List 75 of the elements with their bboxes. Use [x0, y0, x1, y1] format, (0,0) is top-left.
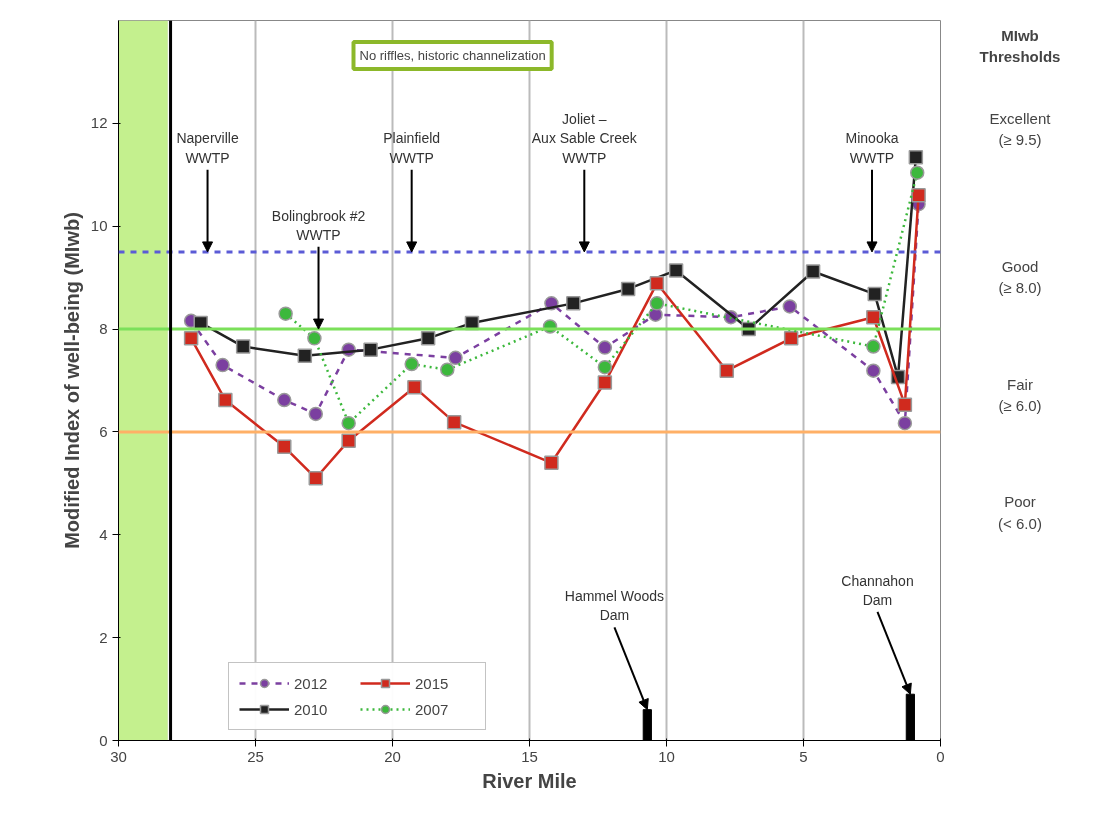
x-tick-label: 20: [384, 747, 401, 765]
point: [215, 357, 230, 373]
point: [218, 392, 233, 408]
point: [867, 286, 882, 302]
annotation: Minooka WWTP: [845, 130, 899, 166]
point: [277, 392, 292, 408]
x-tick-label: 25: [247, 747, 264, 765]
point: [183, 331, 199, 346]
legend-label: 2007: [415, 700, 450, 718]
y-tick-label: 2: [99, 628, 108, 646]
point: [649, 276, 665, 291]
point: [307, 331, 322, 346]
point: [783, 331, 799, 346]
y-tick-label: 0: [99, 731, 108, 749]
annotation: Hammel Woods Dam: [564, 588, 665, 624]
point: [782, 299, 798, 314]
point: [649, 296, 665, 311]
x-tick-label: 10: [658, 747, 675, 765]
point: [866, 309, 881, 325]
point: [544, 455, 559, 471]
point: [235, 339, 251, 354]
point: [597, 340, 613, 355]
point: [668, 263, 684, 278]
text: MIwb Thresholds: [979, 26, 1061, 68]
point: [866, 339, 881, 354]
legend-label: 2015: [415, 674, 450, 692]
point: [597, 359, 613, 375]
point: [440, 362, 455, 377]
y-tick-label: 6: [99, 422, 108, 440]
annotation: Plainfield WWTP: [383, 130, 441, 166]
point: [446, 414, 462, 430]
point: [407, 379, 422, 395]
y-tick-label: 10: [90, 217, 108, 235]
point: [278, 306, 293, 321]
point: [308, 406, 324, 422]
point: [805, 264, 821, 279]
point: [897, 415, 913, 431]
x-tick-label: 5: [799, 747, 808, 765]
annotation: Naperville WWTP: [176, 130, 239, 166]
point: [911, 188, 926, 203]
x-axis-title: River Mile: [482, 769, 577, 792]
point: [277, 439, 292, 455]
text: Poor (< 6.0): [998, 492, 1042, 534]
annotation: Joliet – Aux Sable Creek WWTP: [531, 111, 638, 166]
point: [908, 150, 924, 165]
annotation: Bolingbrook #2 WWTP: [271, 207, 366, 243]
point: [719, 363, 735, 378]
annotation: No riffles, historic channelization: [359, 48, 546, 63]
point: [866, 363, 881, 378]
point: [363, 342, 378, 357]
y-tick-label: 12: [90, 114, 108, 132]
text: Good (≥ 8.0): [998, 256, 1042, 299]
point: [420, 331, 436, 346]
y-tick-label: 8: [99, 320, 108, 338]
x-tick-label: 0: [936, 747, 945, 765]
x-tick-label: 15: [521, 747, 538, 765]
point: [297, 348, 313, 364]
point: [404, 356, 419, 372]
legend-label: 2010: [294, 700, 329, 718]
legend-label: 2012: [294, 674, 329, 692]
point: [909, 165, 925, 180]
point: [308, 470, 324, 486]
point: [341, 433, 356, 448]
y-tick-label: 4: [99, 525, 108, 543]
point: [620, 281, 636, 297]
annotation: Channahon Dam: [841, 572, 914, 608]
point: [341, 415, 356, 431]
text: Fair (≥ 6.0): [998, 374, 1042, 416]
x-tick-label: 30: [110, 747, 127, 765]
point: [597, 375, 613, 390]
y-axis-title: Modified Index of well-being (MIwb): [60, 212, 83, 549]
text: Excellent (≥ 9.5): [989, 108, 1051, 151]
point: [448, 350, 463, 366]
point: [566, 296, 581, 311]
point: [897, 397, 913, 412]
